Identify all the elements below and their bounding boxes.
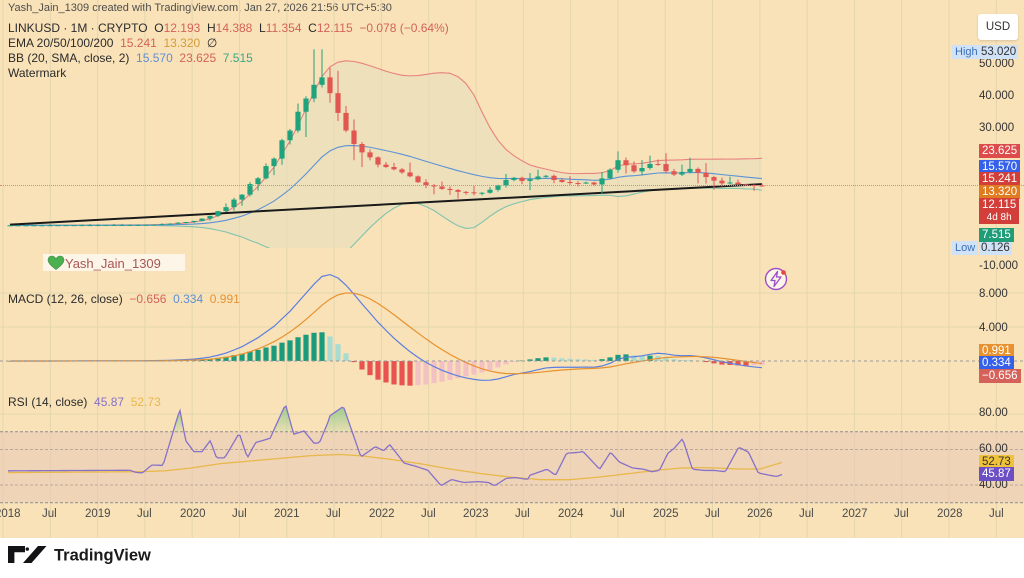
svg-text:TradingView: TradingView [54,547,151,565]
